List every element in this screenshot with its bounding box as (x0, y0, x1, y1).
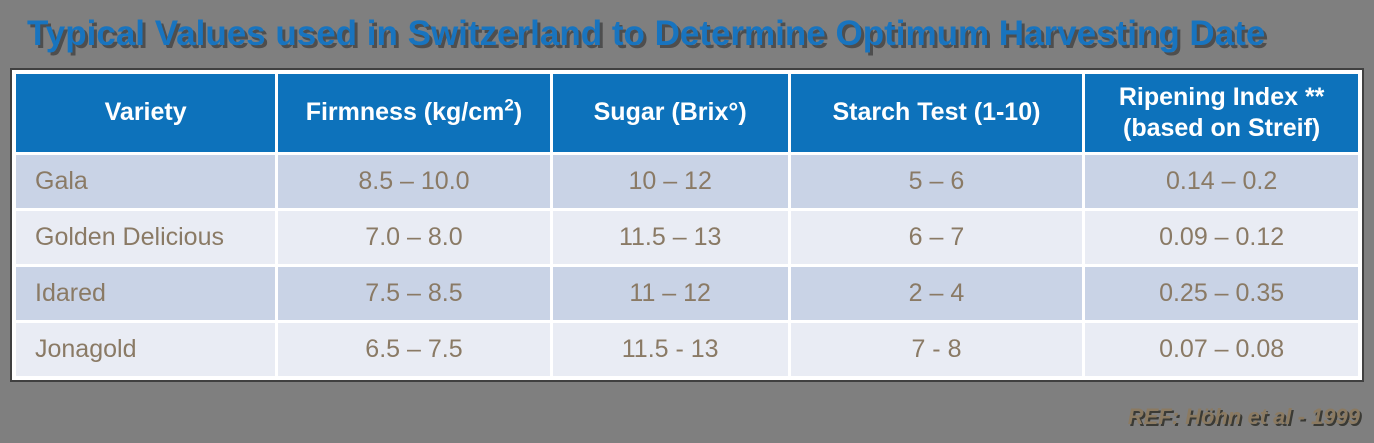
cell-variety: Golden Delicious (12, 208, 279, 267)
cell-variety: Gala (12, 152, 279, 211)
column-header-ripening-line1: Ripening Index ** (1118, 82, 1325, 111)
cell-sugar: 10 – 12 (549, 152, 791, 211)
table-row-gala: Gala 8.5 – 10.0 10 – 12 5 – 6 0.14 – 0.2 (12, 152, 1361, 211)
cell-ripening: 0.09 – 0.12 (1082, 208, 1361, 267)
reference-citation: REF: Höhn et al - 1999 (1127, 404, 1360, 429)
column-header-ripening-line2: (based on Streif) (1123, 114, 1321, 142)
harvest-values-table-container: Variety Firmness (kg/cm2) Sugar (Brix°) … (10, 68, 1364, 382)
cell-ripening: 0.25 – 0.35 (1082, 264, 1361, 323)
cell-starch: 5 – 6 (787, 152, 1086, 211)
superscript-2: 2 (504, 96, 514, 116)
cell-starch: 6 – 7 (787, 208, 1086, 267)
column-header-firmness: Firmness (kg/cm2) (275, 71, 553, 155)
column-header-variety-label: Variety (104, 98, 187, 127)
page-title: Typical Values used in Switzerland to De… (27, 14, 1266, 53)
cell-firmness: 7.5 – 8.5 (275, 264, 553, 323)
column-header-ripening: Ripening Index ** (based on Streif) (1082, 71, 1361, 155)
cell-variety: Jonagold (12, 320, 279, 379)
table-row-golden-delicious: Golden Delicious 7.0 – 8.0 11.5 – 13 6 –… (12, 208, 1361, 267)
column-header-sugar-label: Sugar (Brix°) (593, 98, 747, 127)
column-header-sugar: Sugar (Brix°) (549, 71, 791, 155)
cell-firmness: 8.5 – 10.0 (275, 152, 553, 211)
column-header-starch: Starch Test (1-10) (787, 71, 1086, 155)
table-row-jonagold: Jonagold 6.5 – 7.5 11.5 - 13 7 - 8 0.07 … (12, 320, 1361, 379)
column-header-starch-label: Starch Test (1-10) (832, 98, 1041, 127)
table-header-row: Variety Firmness (kg/cm2) Sugar (Brix°) … (12, 71, 1361, 155)
harvest-values-table: Variety Firmness (kg/cm2) Sugar (Brix°) … (12, 71, 1361, 379)
column-header-variety: Variety (12, 71, 279, 155)
cell-ripening: 0.07 – 0.08 (1082, 320, 1361, 379)
cell-sugar: 11 – 12 (549, 264, 791, 323)
cell-sugar: 11.5 - 13 (549, 320, 791, 379)
cell-firmness: 7.0 – 8.0 (275, 208, 553, 267)
table-row-idared: Idared 7.5 – 8.5 11 – 12 2 – 4 0.25 – 0.… (12, 264, 1361, 323)
cell-starch: 7 - 8 (787, 320, 1086, 379)
cell-ripening: 0.14 – 0.2 (1082, 152, 1361, 211)
cell-starch: 2 – 4 (787, 264, 1086, 323)
cell-sugar: 11.5 – 13 (549, 208, 791, 267)
cell-firmness: 6.5 – 7.5 (275, 320, 553, 379)
column-header-firmness-label: Firmness (kg/cm2) (305, 96, 523, 127)
cell-variety: Idared (12, 264, 279, 323)
